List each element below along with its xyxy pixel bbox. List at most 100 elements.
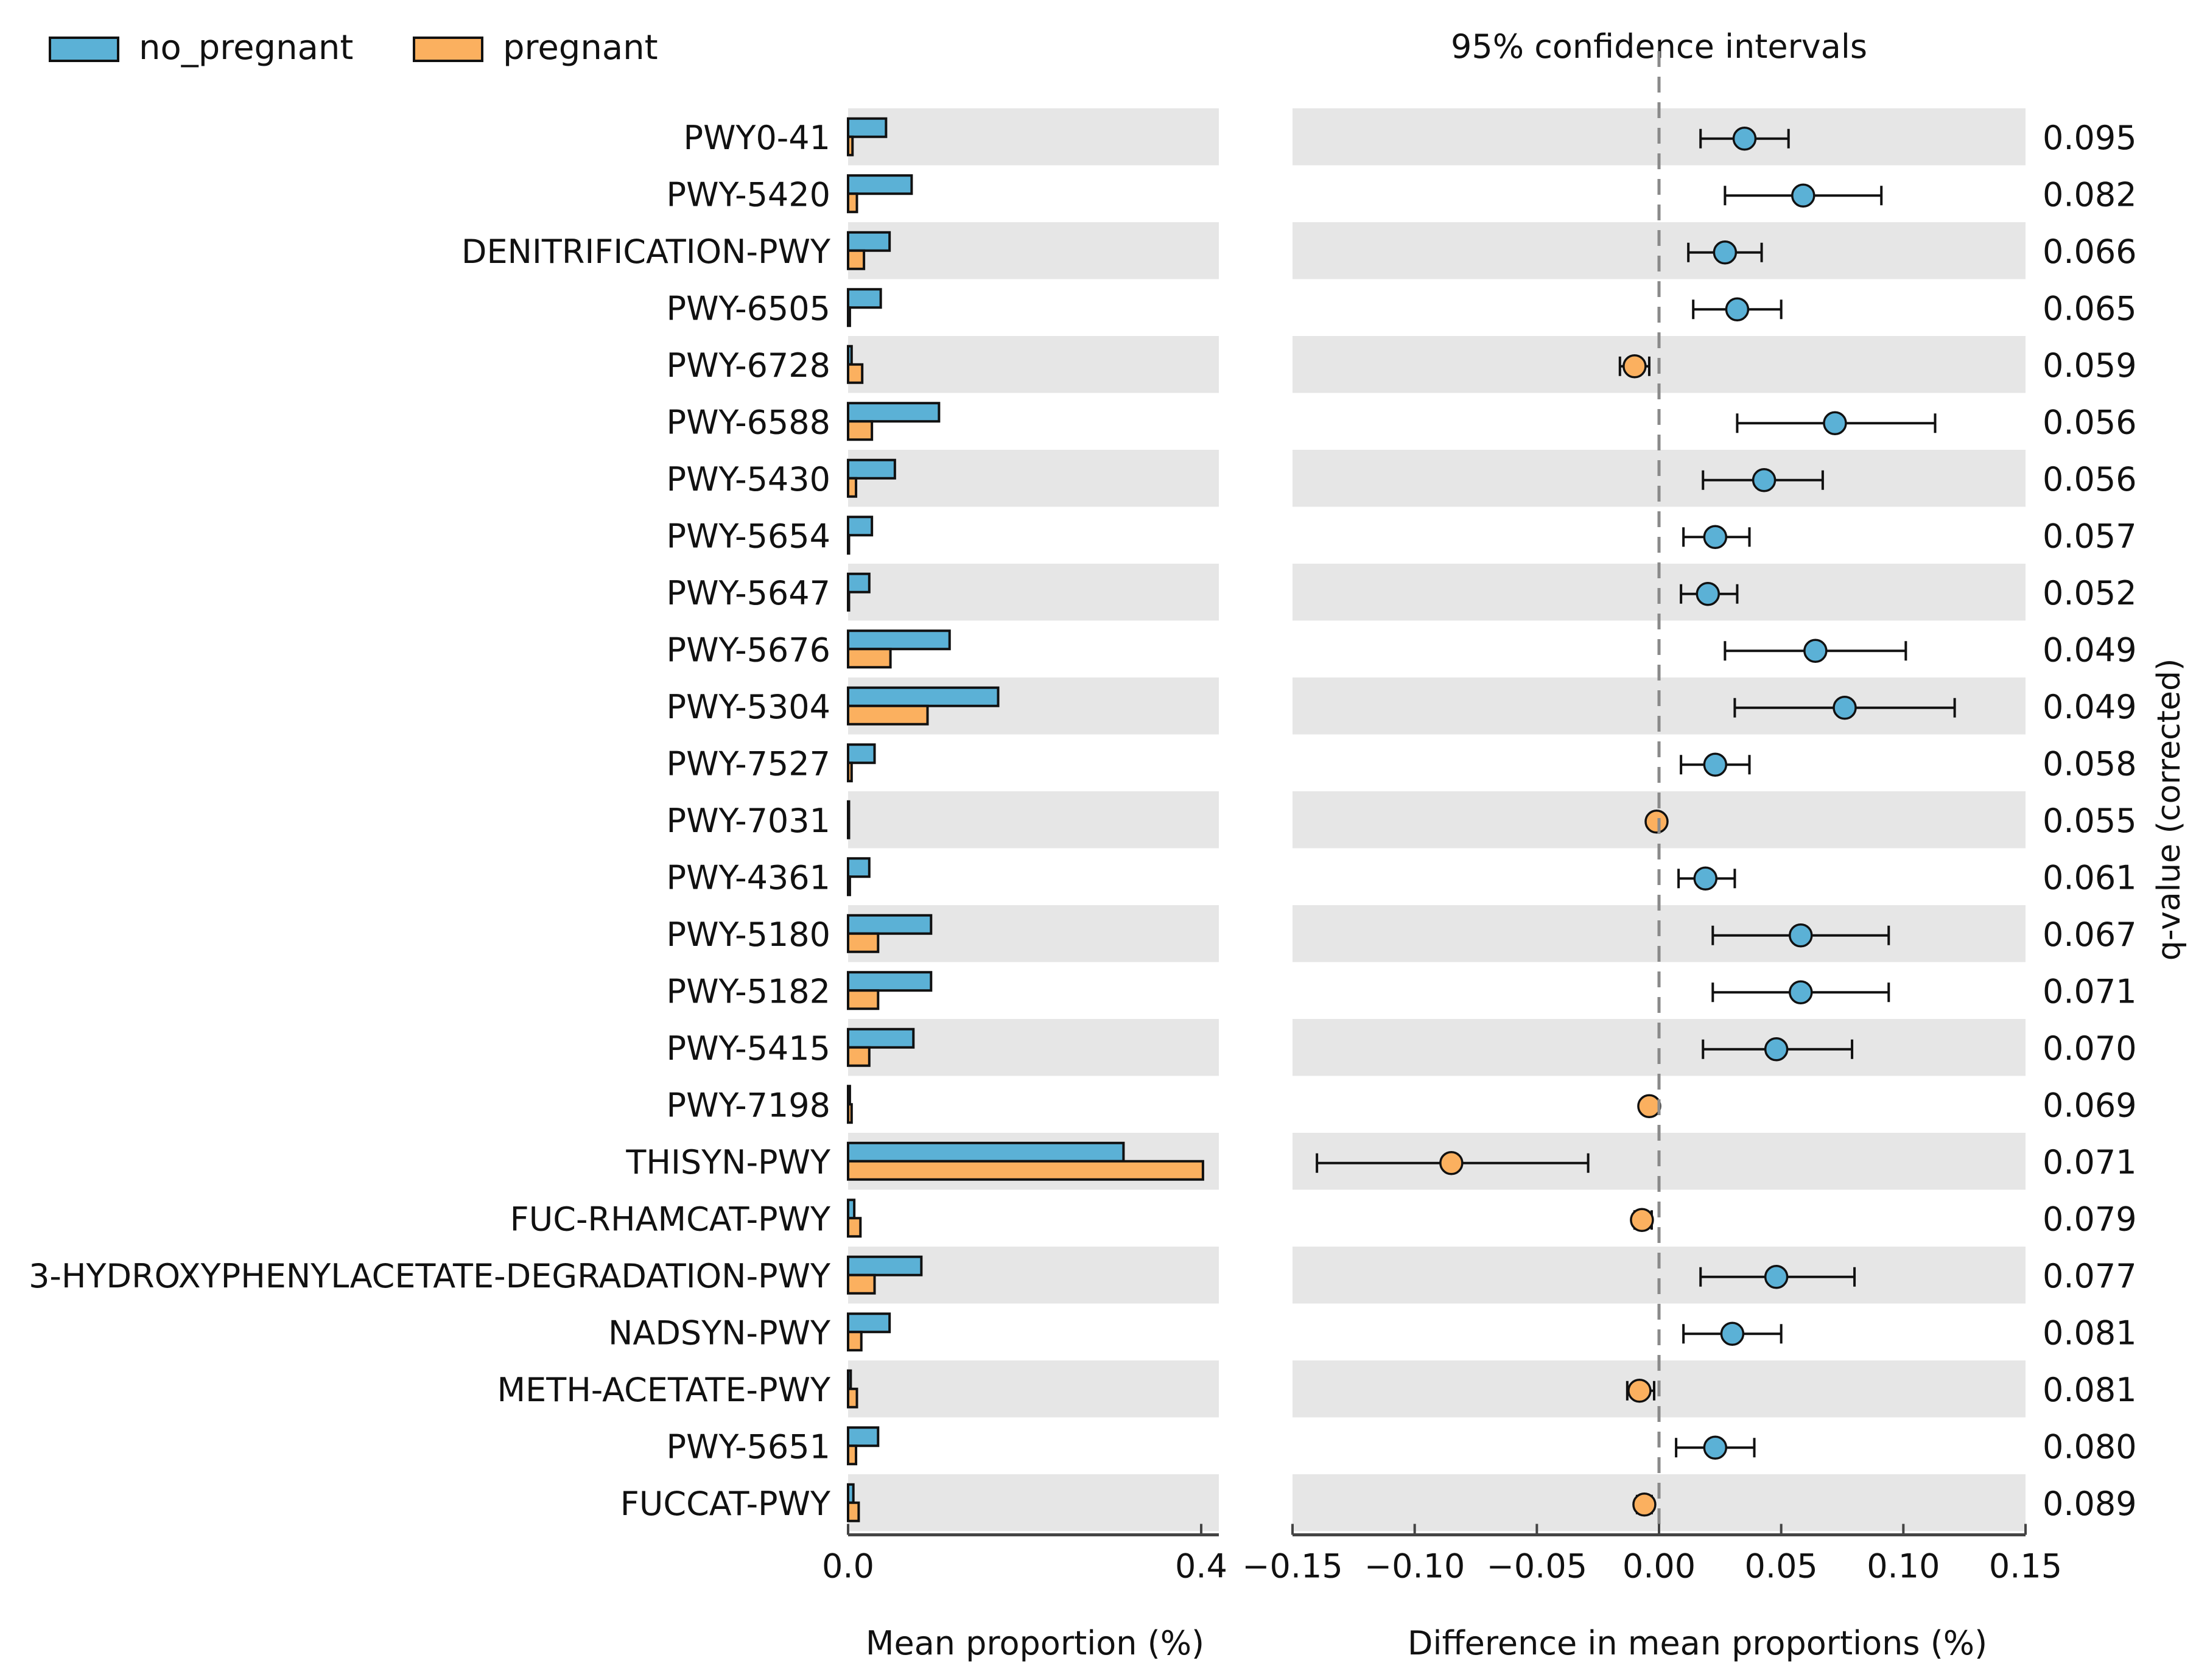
bar-no_pregnant: [847, 1085, 851, 1106]
row-label: THISYN-PWY: [625, 1143, 831, 1181]
bar-no_pregnant: [847, 1426, 880, 1447]
q-value: 0.055: [2043, 802, 2137, 840]
q-value: 0.049: [2043, 631, 2137, 669]
bar-no_pregnant: [847, 1369, 852, 1390]
bar-pregnant: [847, 534, 851, 555]
q-value: 0.061: [2043, 858, 2137, 897]
ci-mean-point: [1713, 240, 1738, 265]
q-value: 0.069: [2043, 1086, 2137, 1124]
ci-mean-point: [1823, 411, 1847, 435]
q-value: 0.067: [2043, 915, 2137, 954]
row-label: PWY-7527: [667, 744, 830, 783]
q-value: 0.080: [2043, 1427, 2137, 1466]
bar-no_pregnant: [847, 1199, 856, 1220]
q-value: 0.070: [2043, 1029, 2137, 1068]
bar-pregnant: [847, 818, 851, 839]
ci-x-axis-title: Difference in mean proportions (%): [1408, 1624, 1987, 1662]
row-labels: PWY0-41 PWY-5420 DENITRIFICATION-PWY PWY-65…: [29, 119, 831, 1523]
q-value: 0.095: [2043, 119, 2137, 157]
bar-no_pregnant: [847, 743, 876, 765]
row-shade: [848, 108, 1219, 166]
row-shade: [848, 564, 1219, 621]
bar-pregnant: [847, 1160, 1204, 1181]
row-label: PWY-6505: [667, 289, 830, 327]
q-value: 0.079: [2043, 1200, 2137, 1238]
q-value: 0.056: [2043, 403, 2137, 441]
bar-pregnant: [847, 363, 864, 384]
row-label: PWY-5304: [667, 688, 830, 726]
q-value: 0.071: [2043, 1143, 2137, 1181]
ci-x-tick-label: 0.05: [1745, 1547, 1818, 1586]
bar-no_pregnant: [847, 800, 851, 821]
q-value: 0.059: [2043, 346, 2137, 385]
bar-pregnant: [847, 1387, 858, 1409]
q-value: 0.049: [2043, 688, 2137, 726]
q-value: 0.065: [2043, 289, 2137, 327]
q-value: 0.081: [2043, 1371, 2137, 1409]
ci-mean-point: [1703, 525, 1728, 549]
bar-pregnant: [847, 1046, 871, 1067]
bar-pregnant: [847, 1217, 862, 1238]
bar-no_pregnant: [847, 1255, 923, 1276]
legend-label-no-pregnant: no_pregnant: [139, 28, 353, 68]
bar-no_pregnant: [847, 914, 933, 935]
ci-mean-point: [1632, 1493, 1657, 1517]
bar-no_pregnant: [847, 686, 1000, 707]
bar-pregnant: [847, 761, 853, 783]
row-label: FUC-RHAMCAT-PWY: [510, 1200, 831, 1238]
bar-pregnant: [847, 420, 874, 441]
bar-pregnant: [847, 249, 866, 270]
bar-pregnant: [847, 989, 880, 1010]
row-label: PWY-5430: [667, 460, 830, 499]
ci-mean-point: [1725, 297, 1750, 321]
bar-no_pregnant: [847, 857, 871, 878]
bar-x-tick-label: 0.4: [1175, 1547, 1227, 1586]
legend-swatch-no-pregnant: [49, 37, 119, 62]
bar-pregnant: [847, 590, 851, 612]
ci-mean-point: [1622, 354, 1647, 379]
row-shade: [848, 791, 1219, 849]
row-label: NADSYN-PWY: [608, 1314, 831, 1352]
row-label: PWY-5647: [667, 574, 830, 612]
ci-x-tick-label: −0.10: [1364, 1547, 1465, 1586]
row-label: PWY-5654: [667, 517, 830, 555]
ci-mean-point: [1439, 1151, 1464, 1175]
bar-no_pregnant: [847, 458, 896, 480]
q-value: 0.071: [2043, 972, 2137, 1010]
ci-mean-point: [1703, 1435, 1728, 1460]
row-label: PWY-5420: [667, 175, 830, 214]
row-label: DENITRIFICATION-PWY: [461, 233, 831, 271]
ci-mean-point: [1630, 1208, 1654, 1232]
bar-no_pregnant: [847, 971, 933, 992]
bar-pregnant: [847, 932, 880, 953]
bar-pregnant: [847, 1103, 853, 1124]
ci-mean-point: [1791, 183, 1815, 208]
bar-pregnant: [847, 875, 851, 897]
row-label: PWY-7031: [667, 802, 830, 840]
ci-mean-point: [1764, 1265, 1789, 1289]
bar-no_pregnant: [847, 288, 882, 309]
ci-mean-point: [1789, 923, 1813, 948]
bar-pregnant: [847, 648, 892, 669]
bar-no_pregnant: [847, 516, 874, 537]
row-label: FUCCAT-PWY: [620, 1485, 831, 1523]
row-label: METH-ACETATE-PWY: [497, 1371, 832, 1409]
ci-mean-point: [1637, 1094, 1661, 1118]
row-label: PWY-4361: [667, 858, 830, 897]
bar-pregnant: [847, 306, 851, 327]
row-label: PWY-6728: [667, 346, 830, 385]
bar-no_pregnant: [847, 402, 941, 423]
row-shade: [848, 450, 1219, 507]
row-label: PWY-6588: [667, 403, 830, 441]
ci-mean-point: [1644, 810, 1669, 834]
bar-pregnant: [847, 1444, 858, 1466]
ci-mean-point: [1696, 582, 1721, 606]
legend-swatch-pregnant: [413, 37, 483, 62]
row-shade: [848, 1474, 1219, 1531]
bar-no_pregnant: [847, 117, 888, 138]
q-value: 0.052: [2043, 574, 2137, 612]
ci-mean-point: [1732, 127, 1757, 151]
ci-x-tick-label: 0.15: [1989, 1547, 2062, 1586]
row-label: PWY-7198: [667, 1086, 830, 1124]
